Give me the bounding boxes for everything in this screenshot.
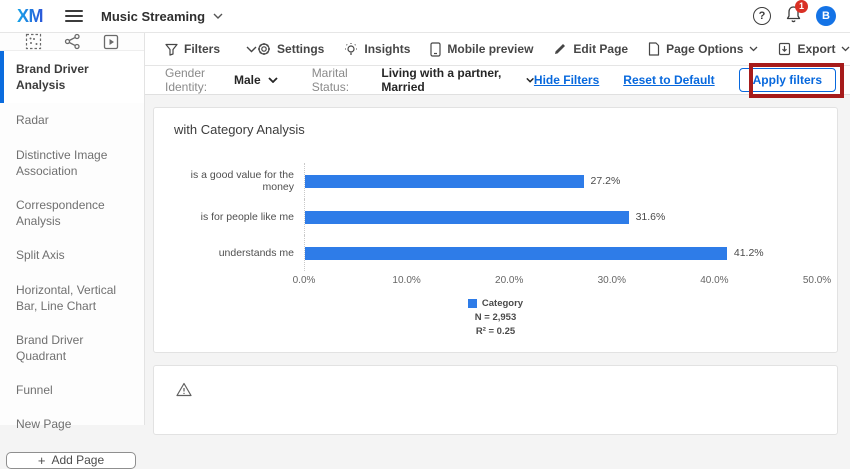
horizontal-bar-chart: is a good value for the money 27.2% is f… bbox=[174, 163, 832, 338]
avatar[interactable]: B bbox=[816, 6, 836, 26]
bar bbox=[305, 210, 629, 224]
settings-button[interactable]: Settings bbox=[257, 42, 324, 56]
project-title: Music Streaming bbox=[101, 8, 206, 24]
page-options-button[interactable]: Page Options bbox=[648, 42, 758, 56]
sidebar-item-horizontal-vertical-bar-line-chart[interactable]: Horizontal, Vertical Bar, Line Chart bbox=[16, 282, 117, 313]
reset-to-default-link[interactable]: Reset to Default bbox=[623, 73, 715, 87]
help-icon[interactable]: ? bbox=[753, 7, 771, 25]
chevron-down-icon bbox=[268, 77, 278, 83]
project-switcher[interactable]: Music Streaming bbox=[101, 9, 223, 24]
dashboard-content: with Category Analysis is a good value f… bbox=[145, 95, 850, 435]
chevron-down-icon bbox=[749, 46, 758, 52]
legend-series-name: Category bbox=[481, 298, 524, 309]
chevron-down-icon bbox=[213, 13, 223, 19]
page-toolbar: Filters Settings Insights M bbox=[145, 33, 850, 66]
mobile-preview-button[interactable]: Mobile preview bbox=[430, 41, 533, 57]
bar-value-label: 41.2% bbox=[733, 247, 764, 259]
sidebar-item-distinctive-image-association[interactable]: Distinctive Image Association bbox=[16, 147, 108, 178]
x-tick: 20.0% bbox=[495, 275, 524, 286]
bar-value-label: 27.2% bbox=[590, 175, 621, 187]
hamburger-menu-icon[interactable] bbox=[65, 7, 83, 25]
player-preview-icon[interactable] bbox=[103, 34, 119, 50]
marital-filter-dropdown[interactable]: Living with a partner, Married bbox=[381, 66, 534, 94]
chevron-down-icon bbox=[841, 46, 850, 52]
warning-triangle-icon bbox=[176, 382, 192, 397]
notification-badge: 1 bbox=[795, 0, 808, 13]
legend-r2-value: R² = 0.25 bbox=[475, 325, 516, 337]
x-tick: 0.0% bbox=[292, 275, 316, 286]
page-icon bbox=[648, 42, 660, 56]
bar-row: is for people like me 31.6% bbox=[174, 199, 817, 235]
bar bbox=[305, 246, 727, 260]
export-button[interactable]: Export bbox=[778, 42, 850, 56]
sidebar-item-brand-driver-analysis[interactable]: Brand Driver Analysis bbox=[0, 51, 144, 104]
sidebar-item-split-axis[interactable]: Split Axis bbox=[16, 248, 65, 263]
sidebar-item-funnel[interactable]: Funnel bbox=[16, 383, 53, 398]
filter-bar: Gender Identity: Male Marital Status: Li… bbox=[145, 63, 850, 98]
legend-swatch bbox=[467, 299, 477, 309]
chart-legend: Category N = 2,953 R² = 0.25 bbox=[174, 297, 817, 338]
x-axis: 0.0% 10.0% 20.0% 30.0% 40.0% 50.0% bbox=[174, 271, 832, 289]
bar-row: is a good value for the money 27.2% bbox=[174, 163, 817, 199]
share-icon[interactable] bbox=[64, 33, 81, 50]
export-download-icon bbox=[779, 42, 791, 56]
hide-filters-link[interactable]: Hide Filters bbox=[533, 73, 600, 87]
sidebar-item-correspondence-analysis[interactable]: Correspondence Analysis bbox=[16, 197, 105, 229]
bar-label: understands me bbox=[218, 247, 294, 259]
gender-filter-dropdown[interactable]: Male bbox=[234, 73, 278, 87]
sidebar-item-brand-driver-quadrant[interactable]: Brand Driver Quadrant bbox=[16, 332, 84, 364]
xm-logo: XM bbox=[17, 5, 44, 26]
apply-filters-button[interactable]: Apply filters bbox=[738, 68, 836, 92]
lightbulb-icon bbox=[345, 42, 358, 55]
x-tick: 40.0% bbox=[700, 275, 729, 286]
bar-label: is a good value for the money bbox=[190, 169, 294, 193]
bar-value-label: 31.6% bbox=[635, 211, 666, 223]
dashboard-builder-icon[interactable] bbox=[25, 33, 42, 50]
x-tick: 30.0% bbox=[597, 275, 626, 286]
gear-icon bbox=[258, 43, 271, 55]
marital-filter-label: Marital Status: bbox=[311, 66, 350, 94]
mobile-phone-icon bbox=[430, 41, 441, 57]
x-tick: 50.0% bbox=[802, 275, 832, 286]
bar bbox=[305, 174, 584, 188]
legend-n-value: N = 2,953 bbox=[474, 311, 517, 323]
notifications-button[interactable]: 1 bbox=[785, 0, 808, 28]
filters-button[interactable]: Filters bbox=[165, 42, 220, 56]
widget-title: with Category Analysis bbox=[174, 122, 305, 137]
plus-icon: + bbox=[37, 452, 46, 468]
insights-button[interactable]: Insights bbox=[344, 42, 410, 57]
pencil-icon bbox=[555, 44, 566, 54]
bar-label: is for people like me bbox=[200, 211, 294, 223]
sidebar: Brand Driver Analysis Radar Distinctive … bbox=[0, 33, 145, 469]
chevron-down-icon bbox=[525, 77, 534, 83]
x-tick: 10.0% bbox=[392, 275, 421, 286]
filters-chevron-down-icon[interactable] bbox=[246, 46, 257, 53]
add-page-button[interactable]: + Add Page bbox=[6, 451, 136, 469]
edit-page-button[interactable]: Edit Page bbox=[553, 42, 628, 56]
gender-filter-label: Gender Identity: bbox=[165, 66, 208, 94]
funnel-icon bbox=[165, 43, 178, 56]
sidebar-item-radar[interactable]: Radar bbox=[16, 113, 49, 128]
bar-row: understands me 41.2% bbox=[174, 235, 817, 271]
category-analysis-widget: with Category Analysis is a good value f… bbox=[153, 107, 838, 353]
top-header: XM Music Streaming ? 1 B bbox=[0, 0, 850, 33]
